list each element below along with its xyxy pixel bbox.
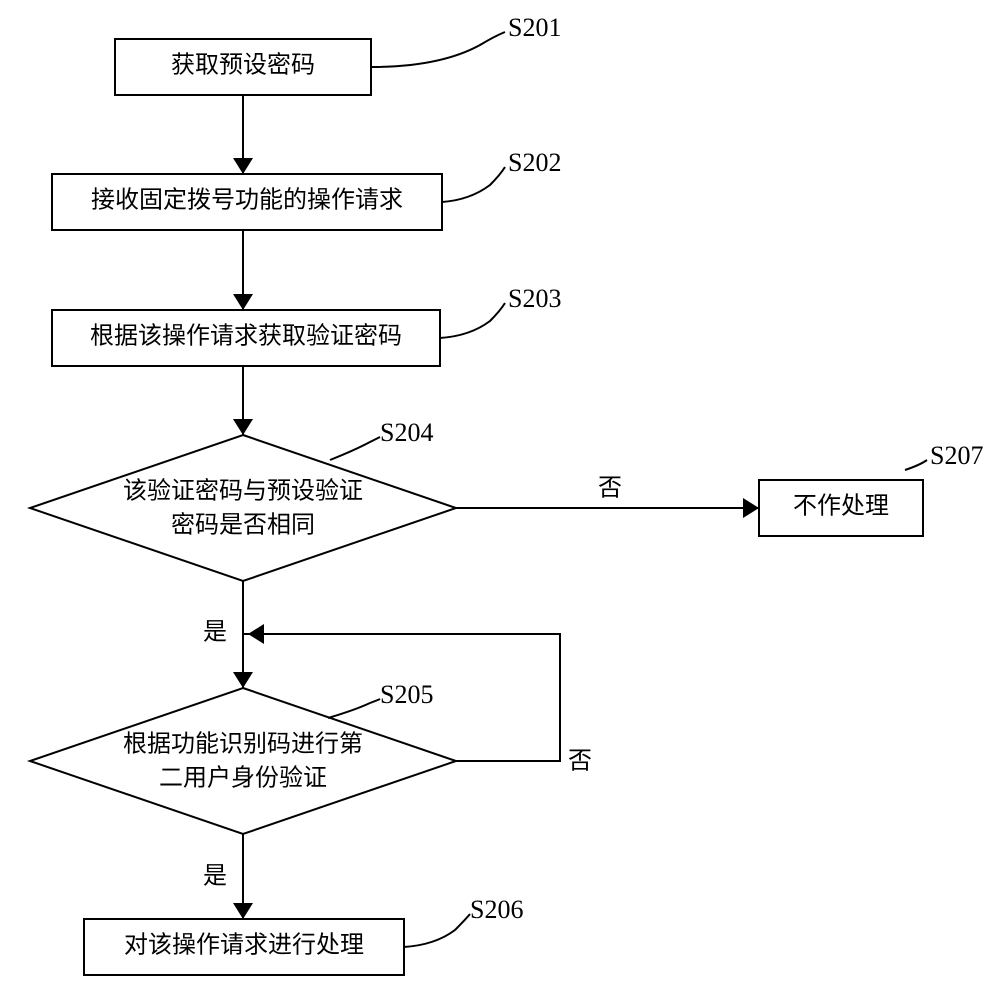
node-s204 [30,435,456,581]
node-text-s203-0: 根据该操作请求获取验证密码 [90,323,402,350]
step-label-s206: S206 [470,895,523,924]
arrowhead-s201-s202 [233,158,253,174]
edge-label-s204-s205: 是 [203,620,227,646]
arrowhead-s202-s203 [233,294,253,310]
edge-label-s205-s205-loop: 否 [568,749,592,775]
step-label-s203: S203 [508,284,561,313]
flowchart-canvas: 否是是否获取预设密码S201接收固定拨号功能的操作请求S202根据该操作请求获取… [0,0,986,1000]
node-text-s207-0: 不作处理 [793,493,889,520]
step-label-s201: S201 [508,13,561,42]
step-label-s204: S204 [380,418,433,447]
step-label-s202: S202 [508,148,561,177]
step-label-s207: S207 [930,441,983,470]
arrowhead-s205-s206 [233,903,253,919]
node-s205 [30,688,456,834]
edge-label-s205-s206: 是 [203,864,227,890]
node-text-s202-0: 接收固定拨号功能的操作请求 [91,187,403,214]
edge-label-s204-s207: 否 [598,476,622,502]
label-curve-s205 [328,699,380,718]
node-text-s204-0: 该验证密码与预设验证 [123,478,363,505]
node-text-s206-0: 对该操作请求进行处理 [124,932,364,959]
node-text-s201-0: 获取预设密码 [171,52,315,79]
label-curve-s202 [442,167,505,202]
label-curve-s201 [371,32,505,67]
arrowhead-s205-s205-loop [248,624,264,644]
arrowhead-s204-s207 [743,498,759,518]
step-label-s205: S205 [380,680,433,709]
label-curve-s206 [404,914,470,947]
node-text-s204-1: 密码是否相同 [171,512,315,539]
node-text-s205-0: 根据功能识别码进行第 [123,731,363,758]
node-text-s205-1: 二用户身份验证 [159,765,327,792]
label-curve-s204 [330,437,380,460]
arrowhead-s204-s205 [233,672,253,688]
label-curve-s207 [905,460,927,470]
arrowhead-s203-s204 [233,419,253,435]
label-curve-s203 [440,303,505,338]
